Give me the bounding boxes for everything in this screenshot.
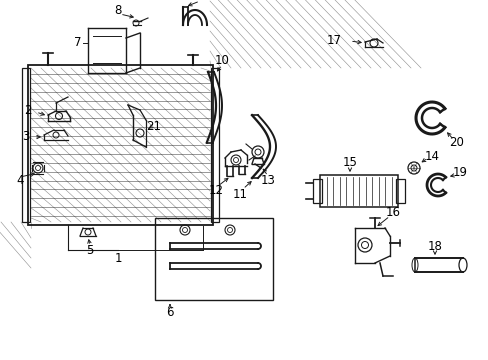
- Text: 18: 18: [427, 239, 442, 252]
- Bar: [210, 68, 219, 222]
- Bar: [22, 68, 30, 222]
- Text: 8: 8: [114, 4, 122, 17]
- Text: 4: 4: [16, 174, 24, 186]
- Text: 9: 9: [196, 0, 203, 4]
- Text: 7: 7: [74, 36, 81, 49]
- Text: 19: 19: [451, 166, 467, 180]
- Text: 20: 20: [448, 136, 464, 149]
- Text: 6: 6: [166, 306, 173, 319]
- Text: 15: 15: [342, 157, 357, 170]
- Text: 1: 1: [114, 252, 122, 265]
- Text: 16: 16: [385, 207, 400, 220]
- Text: 13: 13: [260, 174, 275, 186]
- Text: 10: 10: [214, 54, 229, 67]
- Bar: [155, 218, 272, 300]
- Text: 21: 21: [146, 121, 161, 134]
- Text: 3: 3: [22, 130, 30, 144]
- Text: 11: 11: [232, 188, 247, 201]
- Text: 2: 2: [24, 104, 32, 117]
- Text: 17: 17: [326, 33, 341, 46]
- Bar: [395, 179, 404, 203]
- Bar: [319, 175, 397, 207]
- Bar: [28, 65, 213, 225]
- Text: 14: 14: [424, 149, 439, 162]
- Bar: [312, 179, 321, 203]
- Text: 12: 12: [208, 184, 223, 197]
- Text: 5: 5: [86, 243, 94, 256]
